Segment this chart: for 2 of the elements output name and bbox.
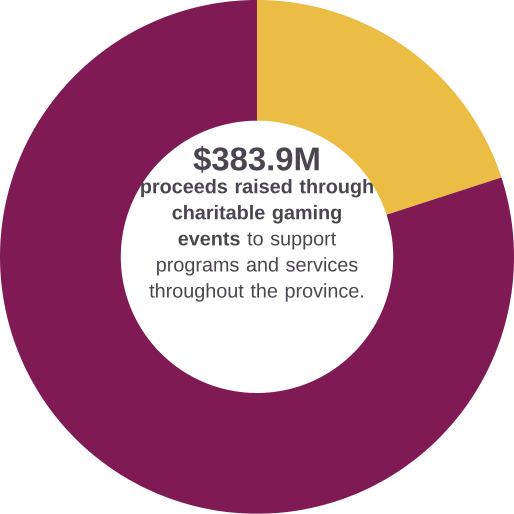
text: $383.9M xyxy=(194,146,319,173)
text: proceeds raised through charitable gaming events to support programs and services throughout the province. xyxy=(141,178,373,302)
